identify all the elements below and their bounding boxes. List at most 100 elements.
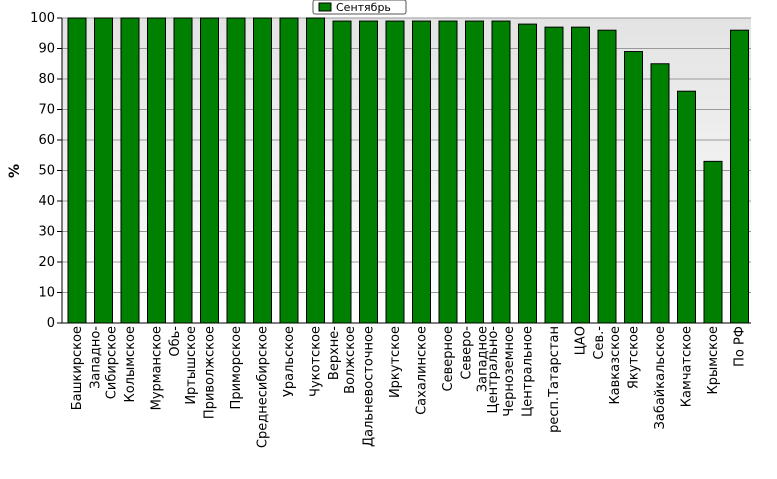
bar: [438, 20, 458, 324]
bar: [147, 17, 166, 324]
y-tick-label: 60: [38, 133, 55, 148]
category-label: Обь-Иртышское: [168, 326, 199, 405]
bar: [94, 17, 113, 324]
category-label-line: Крымское: [706, 326, 721, 395]
category-label-line: Якутское: [627, 326, 642, 389]
category-label-line: респ.Татарстан: [547, 326, 562, 433]
legend: Сентябрь: [312, 0, 407, 15]
category-label: Северное: [441, 326, 456, 391]
bar: [200, 17, 219, 324]
category-label: Уральское: [282, 326, 297, 397]
bar: [332, 20, 352, 324]
category-label: Центрально-Черноземное: [486, 326, 517, 417]
y-tick-label: 80: [38, 72, 55, 87]
category-label: Якутское: [627, 326, 642, 389]
category-label: ЦАО: [574, 326, 589, 355]
category-label-line: Уральское: [282, 326, 297, 397]
bar: [253, 17, 272, 324]
category-label-line: ЦАО: [574, 326, 589, 355]
category-label-line: Волжское: [343, 326, 358, 394]
bar: [412, 20, 431, 324]
bar: [120, 17, 140, 324]
bar: [624, 51, 643, 324]
category-label-line: Колымское: [123, 326, 138, 403]
bar: [359, 20, 378, 324]
bar: [650, 63, 670, 324]
category-label: Приморское: [229, 326, 244, 409]
category-label: Сахалинское: [415, 326, 430, 415]
category-label-line: Центральное: [521, 326, 536, 417]
category-label-line: Центрально-: [486, 326, 501, 414]
category-label-line: Кавказское: [608, 326, 623, 405]
category-label-line: Мурманское: [150, 326, 165, 410]
bar: [226, 17, 246, 324]
category-label: Среднесибирское: [256, 326, 271, 448]
legend-box: [312, 0, 407, 15]
category-label-line: Среднесибирское: [256, 326, 271, 448]
legend-label-september: Сентябрь: [336, 1, 391, 14]
y-tick-label: 70: [38, 103, 55, 118]
bar: [173, 17, 193, 324]
category-label: Крымское: [706, 326, 721, 395]
bar: [385, 20, 405, 324]
y-tick-label: 100: [30, 11, 55, 26]
bar: [677, 90, 696, 324]
bar: [306, 17, 325, 324]
bar: [544, 26, 564, 324]
category-label-line: Приморское: [229, 326, 244, 409]
bar: [703, 160, 723, 324]
category-label: Верхне-Волжское: [327, 326, 358, 394]
category-label: Северо-Западное: [460, 326, 491, 393]
category-label: По РФ: [733, 326, 748, 367]
category-label-line: Западное: [476, 326, 491, 392]
y-tick-labels: 0 10 20 30 40 50 60 70 80 90 100: [30, 11, 62, 331]
category-label-line: Башкирское: [70, 326, 85, 410]
category-label-line: Приволжское: [203, 326, 218, 419]
category-label-line: Сибирское: [105, 326, 120, 399]
category-label-line: Иркутское: [388, 326, 403, 398]
category-label: респ.Татарстан: [547, 326, 562, 433]
bar: [571, 26, 590, 324]
bar: [67, 17, 87, 324]
category-label: Дальневосточное: [362, 326, 377, 447]
legend-swatch: [318, 2, 332, 12]
category-label-line: Верхне-: [327, 326, 342, 380]
category-label: Сев.-Кавказское: [592, 326, 623, 405]
bar: [465, 20, 484, 324]
category-label: Колымское: [123, 326, 138, 403]
category-label: Камчатское: [680, 326, 695, 407]
category-label: Западно-Сибирское: [89, 326, 120, 400]
category-label-line: Западно-: [89, 326, 104, 389]
category-label-line: Сахалинское: [415, 326, 430, 415]
y-tick-label: 10: [38, 286, 55, 301]
bars: [67, 17, 749, 324]
category-labels: Башкирское Западно-Сибирское Колымское Мурм…: [70, 326, 748, 448]
category-label: Центральное: [521, 326, 536, 417]
category-label-line: Иртышское: [184, 326, 199, 405]
bar: [279, 17, 299, 324]
category-label: Мурманское: [150, 326, 165, 410]
y-tick-label: 0: [47, 316, 55, 331]
category-label-line: Северо-: [460, 326, 475, 380]
y-tick-label: 50: [38, 164, 55, 179]
y-tick-label: 40: [38, 194, 55, 209]
category-label: Приволжское: [203, 326, 218, 419]
y-axis-label: %: [7, 164, 23, 178]
category-label: Иркутское: [388, 326, 403, 398]
category-label-line: Обь-: [168, 326, 183, 357]
bar: [518, 23, 537, 324]
y-tick-label: 20: [38, 255, 55, 270]
category-label-line: Черноземное: [502, 326, 517, 417]
category-label: Башкирское: [70, 326, 85, 410]
bar: [730, 29, 749, 324]
category-label-line: Камчатское: [680, 326, 695, 407]
category-label: Чукотское: [309, 326, 324, 397]
category-label-line: По РФ: [733, 326, 748, 367]
category-label-line: Чукотское: [309, 326, 324, 397]
bar: [597, 29, 617, 324]
y-tick-label: 30: [38, 225, 55, 240]
category-label-line: Дальневосточное: [362, 326, 377, 447]
category-label-line: Северное: [441, 326, 456, 391]
